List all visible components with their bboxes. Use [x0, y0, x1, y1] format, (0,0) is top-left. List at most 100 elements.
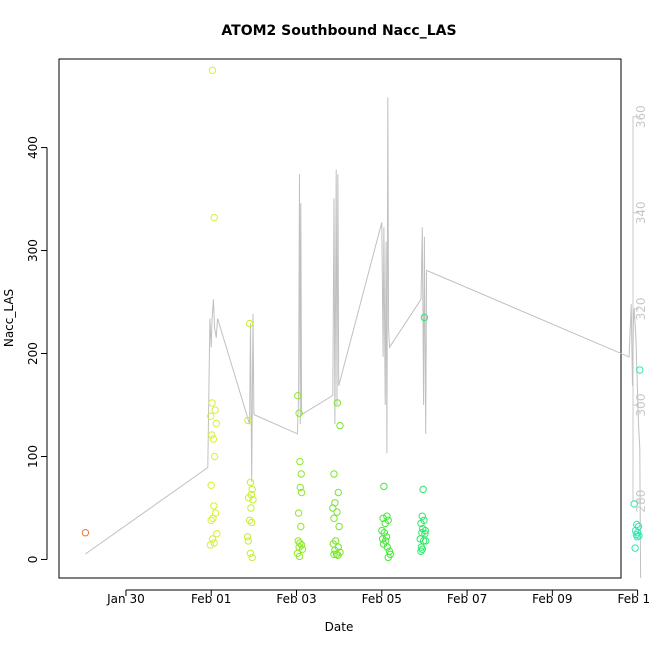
data-point: [297, 522, 305, 531]
points-layer: [81, 66, 644, 562]
data-point: [633, 520, 641, 529]
x-axis-label: Date: [325, 620, 354, 634]
data-point: [421, 530, 429, 538]
data-point: [630, 500, 638, 508]
data-point: [420, 313, 429, 322]
x-tick-label: Feb 11: [617, 592, 650, 606]
data-point: [248, 485, 256, 494]
data-point: [208, 535, 217, 543]
data-point: [382, 533, 391, 541]
y2-tick-label: 340: [634, 201, 648, 224]
data-point: [244, 416, 252, 425]
y-tick-label: 200: [26, 342, 40, 365]
data-point: [330, 550, 338, 558]
data-point: [208, 66, 217, 75]
data-point: [210, 539, 218, 547]
data-point: [333, 508, 341, 516]
data-point: [295, 552, 304, 561]
x-tick-label: Feb 05: [362, 592, 402, 606]
data-point: [336, 421, 344, 430]
y-tick-label: 100: [26, 445, 40, 468]
data-point: [298, 545, 307, 553]
data-point: [379, 514, 387, 522]
y-axis: 0 100 200 300 400: [26, 136, 48, 564]
y-tick-label: 300: [26, 239, 40, 262]
y-tick-label: 0: [26, 556, 40, 564]
data-point: [335, 522, 343, 531]
data-point: [330, 470, 338, 478]
data-point: [419, 537, 428, 545]
chart-title: ATOM2 Southbound Nacc_LAS: [221, 23, 456, 39]
data-point: [636, 366, 644, 374]
data-point: [210, 213, 218, 222]
x-tick-label: Feb 01: [191, 592, 231, 606]
data-point: [209, 435, 218, 443]
data-point: [210, 502, 218, 510]
data-point: [248, 553, 256, 562]
data-point: [296, 539, 304, 547]
data-point: [212, 419, 221, 428]
data-point: [419, 485, 427, 494]
data-point: [330, 514, 338, 522]
data-point: [383, 512, 391, 520]
x-tick-label: Jan 30: [106, 592, 145, 606]
data-point: [245, 494, 253, 502]
data-point: [208, 431, 216, 439]
data-point: [297, 470, 305, 478]
data-point: [297, 488, 306, 497]
data-point: [418, 545, 426, 553]
data-point: [244, 537, 253, 545]
data-point: [206, 541, 215, 549]
data-point: [246, 549, 255, 557]
data-point: [248, 518, 256, 527]
data-point: [211, 406, 219, 414]
data-point: [207, 516, 215, 524]
data-point: [633, 533, 641, 541]
x-tick-label: Feb 03: [276, 592, 316, 606]
plot-frame: [58, 58, 622, 579]
data-point: [296, 457, 304, 466]
data-point: [635, 532, 643, 540]
y2-axis: 280 300 320 340 360: [632, 105, 648, 513]
data-point: [246, 478, 255, 486]
data-point: [294, 509, 303, 517]
secondary-trace-line: [85, 97, 642, 579]
data-point: [207, 412, 215, 420]
data-point: [213, 530, 221, 538]
data-point: [334, 488, 342, 497]
x-tick-label: Feb 07: [447, 592, 487, 606]
data-point: [631, 544, 639, 552]
data-point: [297, 541, 306, 549]
data-point: [81, 529, 90, 537]
y2-tick-label: 280: [634, 490, 648, 513]
data-point: [249, 496, 257, 504]
data-point: [207, 481, 215, 489]
data-point: [210, 452, 219, 461]
data-point: [333, 399, 342, 407]
data-point: [208, 399, 216, 407]
data-point: [209, 514, 217, 522]
data-point: [384, 516, 392, 524]
data-point: [332, 550, 341, 558]
y2-tick-label: 360: [634, 105, 648, 128]
x-tick-label: Feb 09: [532, 592, 572, 606]
line-layer: [85, 97, 642, 579]
data-point: [378, 526, 386, 535]
data-point: [380, 482, 388, 491]
data-point: [247, 504, 255, 512]
data-point: [417, 547, 425, 555]
data-point: [245, 516, 254, 524]
data-point: [383, 543, 391, 551]
data-point: [245, 319, 254, 328]
data-point: [417, 519, 425, 528]
data-point: [295, 409, 303, 417]
data-point: [418, 512, 426, 520]
x-axis: Jan 30 Feb 01 Feb 03 Feb 05 Feb 07 Feb 09 Feb …: [106, 589, 650, 606]
y2-tick-label: 320: [634, 297, 648, 320]
y-tick-label: 400: [26, 136, 40, 159]
data-point: [243, 533, 252, 541]
y-axis-label: Nacc_LAS: [2, 289, 16, 347]
data-point: [422, 537, 430, 545]
data-point: [329, 504, 337, 512]
